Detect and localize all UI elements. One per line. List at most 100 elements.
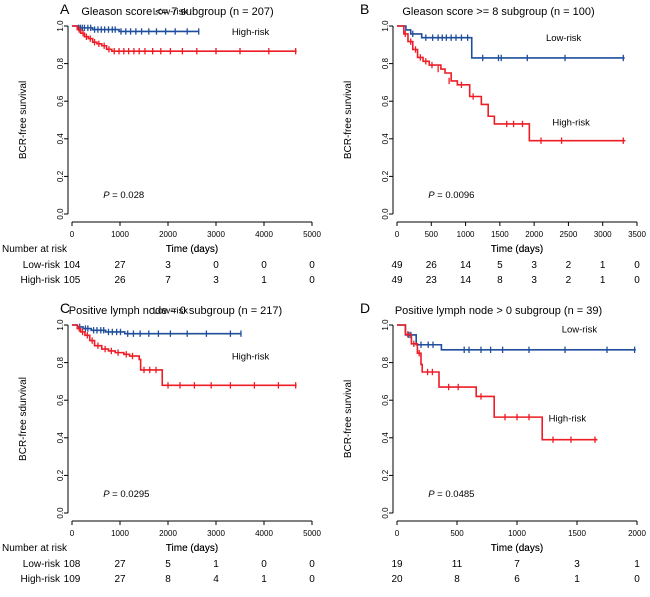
x-tick-label: 5000 [303,529,321,538]
risk-cell: 0 [213,260,219,271]
y-tick-label: 0.6 [56,95,65,107]
risk-row-label: Low-risk [23,559,61,570]
risk-table-time-header: Time (days) [491,244,543,255]
risk-cell: 20 [391,574,403,585]
y-tick-label: 0.6 [56,394,65,406]
risk-cell: 0 [634,275,640,286]
survival-curve-high-risk [72,25,297,52]
x-tick-label: 1000 [111,529,129,538]
risk-cell: 3 [165,260,171,271]
risk-cell: 4 [213,574,219,585]
x-tick-label: 0 [395,529,400,538]
y-axis-title: BCR-free sdurvival [18,377,29,461]
y-tick-label: 0.2 [381,469,390,481]
risk-cell: 19 [391,559,403,570]
series-label-high-risk: High-risk [549,414,587,425]
risk-cell: 0 [261,559,267,570]
panel-c: C Positive lymph node = 0 subgroup (n = … [0,299,325,597]
survival-curve-high-risk [397,25,626,142]
x-tick-label: 2000 [525,230,543,239]
series-label-low-risk: Low-risk [562,324,598,335]
x-tick-label: 3000 [207,529,225,538]
y-tick-label: 0.2 [381,170,390,182]
x-axis-title: Time (days) [491,543,543,554]
risk-cell: 0 [634,574,640,585]
x-tick-label: 0 [70,230,75,239]
risk-cell: 3 [574,559,580,570]
y-tick-label: 1.0 [381,319,390,331]
series-label-low-risk: Low-risk [153,306,189,317]
risk-cell: 49 [391,275,403,286]
p-value-annotation: P = 0.028 [103,190,144,201]
y-tick-label: 0.2 [56,170,65,182]
x-tick-label: 1500 [491,230,509,239]
risk-table-title: Number at risk [2,244,68,255]
y-tick-label: 0.8 [56,57,65,69]
series-label-low-risk: Low-risk [546,33,582,44]
svg-text:P = 0.0485: P = 0.0485 [428,489,474,500]
x-tick-label: 1500 [568,529,586,538]
p-value-annotation: P = 0.0295 [103,489,149,500]
risk-cell: 108 [64,559,81,570]
y-tick-label: 0.8 [381,356,390,368]
risk-cell: 3 [213,275,219,286]
y-tick-label: 0.2 [56,469,65,481]
risk-cell: 3 [531,260,537,271]
risk-cell: 27 [114,559,126,570]
risk-cell: 7 [514,559,520,570]
y-tick-label: 0.0 [381,507,390,519]
risk-cell: 2 [566,260,572,271]
y-tick-label: 1.0 [56,20,65,32]
risk-cell: 49 [391,260,403,271]
risk-cell: 27 [114,574,126,585]
x-tick-label: 5000 [303,230,321,239]
x-tick-label: 500 [425,230,439,239]
risk-cell: 104 [64,260,81,271]
series-label-high-risk: High-risk [552,117,590,128]
risk-cell: 11 [452,559,463,570]
risk-cell: 0 [261,260,267,271]
risk-cell: 6 [514,574,520,585]
y-tick-label: 0.4 [56,432,65,444]
risk-table-time-header: Time (days) [166,543,218,554]
risk-cell: 26 [114,275,126,286]
risk-row-label: Low-risk [23,260,61,271]
p-value-annotation: P = 0.0485 [428,489,474,500]
y-tick-label: 1.0 [56,319,65,331]
risk-row-label: High-risk [21,275,61,286]
risk-table-time-header: Time (days) [491,543,543,554]
svg-text:P = 0.0295: P = 0.0295 [103,489,149,500]
y-axis-title: BCR-free survival [343,380,354,458]
y-tick-label: 1.0 [381,20,390,32]
panel-c-title: Positive lymph node = 0 subgroup (n = 21… [68,305,283,317]
risk-cell: 1 [261,574,267,585]
panel-b: B Gleason score >= 8 subgroup (n = 100) … [325,0,650,298]
risk-cell: 8 [497,275,503,286]
panel-d-letter: D [360,300,371,316]
risk-cell: 3 [531,275,537,286]
y-tick-label: 0.0 [56,507,65,519]
y-tick-label: 0.8 [381,57,390,69]
series-label-high-risk: High-risk [232,352,270,363]
risk-cell: 1 [261,275,267,286]
x-tick-label: 1000 [457,230,475,239]
x-tick-label: 3000 [594,230,612,239]
panel-d-plot: 0.0 0.2 0.4 0.6 0.8 1.0 BCR-free survival 0 500 1… [343,319,646,585]
risk-cell: 2 [566,275,572,286]
risk-table-title: Number at risk [2,543,68,554]
risk-cell: 1 [634,559,640,570]
panel-a: A Gleason score <= 7 subgroup (n = 207) … [0,0,325,298]
risk-cell: 5 [165,559,171,570]
x-tick-label: 1000 [508,529,526,538]
risk-cell: 0 [309,275,315,286]
x-axis-title: Time (days) [166,244,218,255]
panel-b-title: Gleason score >= 8 subgroup (n = 100) [402,6,595,18]
risk-cell: 23 [426,275,438,286]
panel-b-letter: B [360,1,370,17]
x-axis-title: Time (days) [166,543,218,554]
svg-text:P = 0.0096: P = 0.0096 [428,190,474,201]
panel-d: D Positive lymph node > 0 subgroup (n = … [325,299,650,597]
